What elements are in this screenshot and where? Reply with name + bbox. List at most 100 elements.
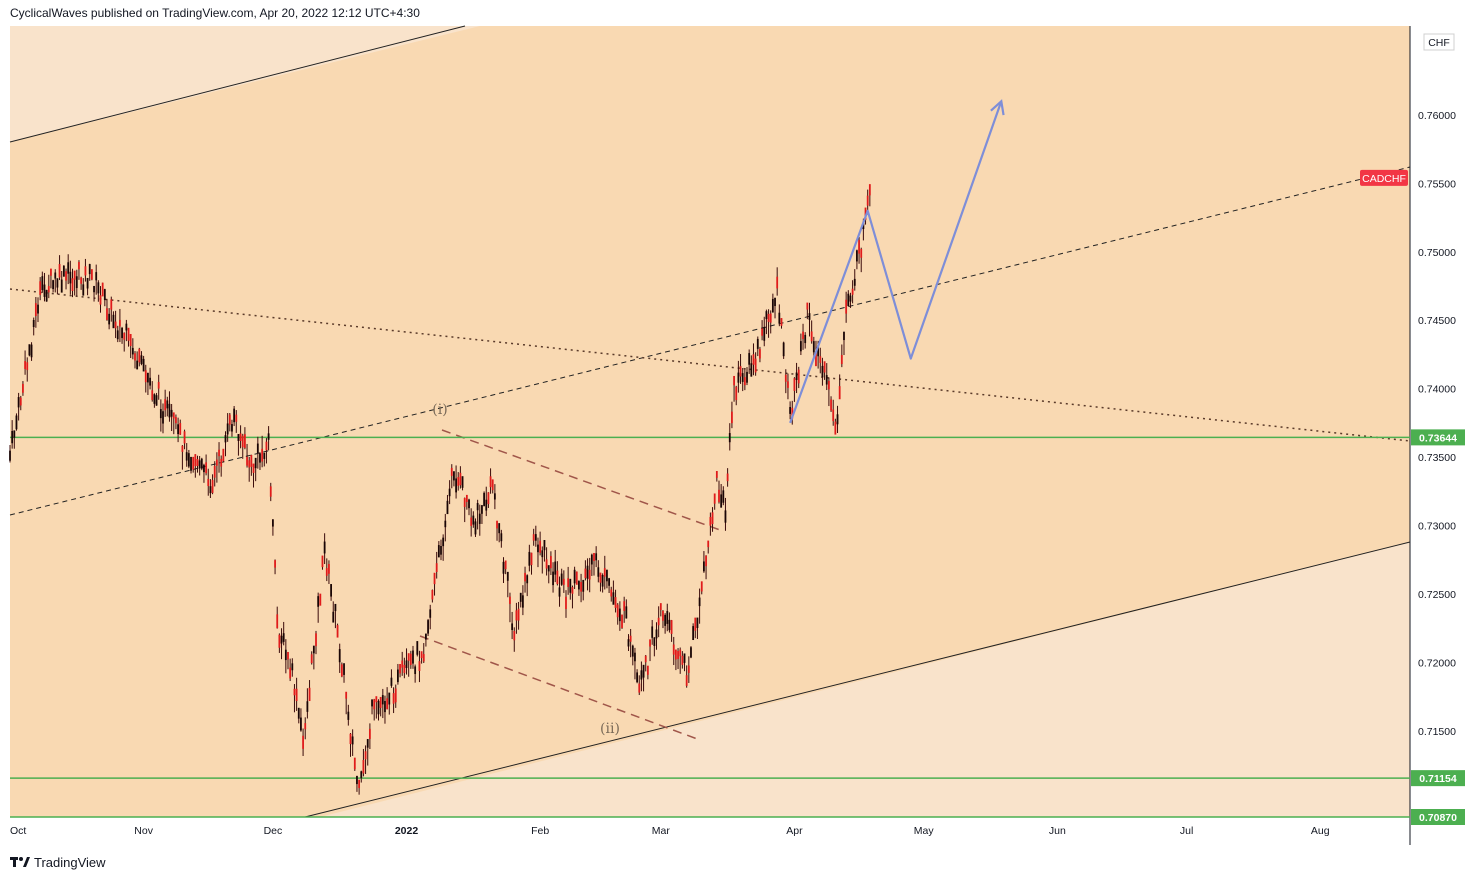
candle-body [700,581,703,592]
candle-body [412,650,414,664]
lower-channel-line[interactable] [304,541,1411,818]
candle-body [106,308,108,320]
x-tick-label: Jun [1049,825,1066,837]
candle-body [325,568,328,576]
candle-body [334,603,337,612]
candle-body [388,692,391,705]
candle-body [567,578,570,587]
candle-body [724,510,727,523]
candle-body [90,269,93,280]
upper-channel-line[interactable] [9,25,466,143]
candle-body [332,611,335,623]
candle-body [534,534,537,541]
candle-body [241,435,244,448]
candle-body [416,641,419,655]
candle-body [674,649,677,660]
candle-body [144,370,147,383]
candle-body [338,649,341,663]
y-tick-label: 0.75000 [1418,247,1456,259]
median-channel-line[interactable] [9,166,1411,516]
x-tick-label: May [914,825,935,837]
candle-body [668,619,671,631]
candle-body [293,688,296,696]
flag-lower-line[interactable] [419,635,701,741]
candle-body [213,465,216,478]
candle-body [437,545,440,558]
candle-body [821,365,824,378]
wave-projection[interactable] [789,99,1005,424]
candle-body [310,654,313,664]
candle-body [358,779,361,789]
flag-upper-line[interactable] [441,429,721,531]
candle-body [765,311,768,320]
candle-body [787,381,789,388]
candle-body [636,672,639,683]
candle-body [187,453,190,467]
candle-body [681,655,684,665]
candle-body [86,277,89,289]
candle-body [166,400,169,409]
candle-body [631,645,634,657]
candle-body [11,430,14,444]
candle-body [95,272,98,281]
symbol-price-tag[interactable]: CADCHF [1360,169,1408,186]
candle-body [500,533,503,542]
x-tick-label: Dec [264,825,283,837]
footer-brand[interactable]: TradingView [10,852,106,872]
candle-body [547,565,550,572]
candle-body [575,571,578,585]
candle-body [185,452,188,461]
candle-body [618,608,621,622]
candle-body [672,644,675,655]
candle-body [791,407,794,419]
candle-body [15,415,18,430]
candle-body [78,262,80,270]
candle-body [353,757,356,770]
candle-body [147,372,149,383]
candle-body [578,581,580,590]
candle-body [541,550,544,558]
candle-body [207,478,210,487]
level-price-label: 0.71154 [1419,773,1457,785]
candle-body [34,303,37,317]
currency-box [1423,33,1455,51]
candle-body [62,265,65,277]
candle-body [343,663,345,675]
descending-dotted-trendline[interactable] [9,288,1411,442]
candle-body [838,386,841,400]
candle-body [797,369,800,384]
wave-label-i: (i) [432,402,447,418]
candle-body [386,698,389,710]
candle-body [720,494,723,508]
candle-body [112,314,115,329]
candle-body [200,458,203,469]
candle-body [440,545,442,555]
candle-body [254,457,257,469]
candle-body [476,503,479,511]
candle-body [140,355,143,364]
candle-body [550,556,552,569]
candle-body [562,578,565,585]
y-tick-label: 0.75500 [1418,178,1456,190]
candle-body [82,284,85,296]
candle-body [250,454,253,467]
candle-body [554,561,557,575]
candlestick-series [9,184,871,795]
candle-body [703,561,705,572]
candle-body [390,677,393,686]
y-tick-label: 0.73000 [1418,521,1456,533]
x-tick-label: Aug [1311,825,1330,837]
candle-body [45,289,48,302]
candle-body [93,285,95,293]
candle-body [515,610,518,621]
y-tick-label: 0.74500 [1418,315,1456,327]
candle-body [664,614,667,626]
candle-body [304,723,307,730]
candle-body [687,665,690,673]
candle-body [759,348,761,359]
candle-body [847,293,850,306]
projection-path[interactable] [789,100,1003,424]
candle-body [642,664,645,678]
candle-body [457,477,460,486]
